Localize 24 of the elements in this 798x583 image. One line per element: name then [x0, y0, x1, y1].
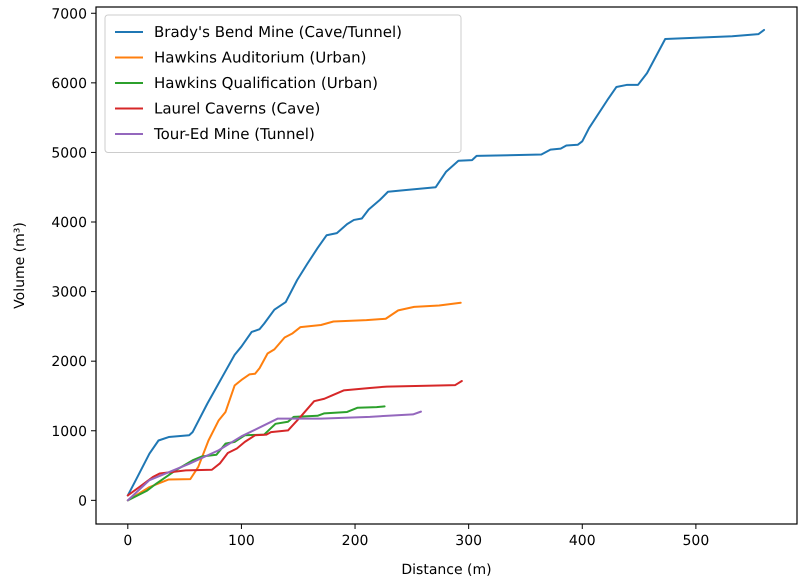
- legend-label: Hawkins Qualification (Urban): [154, 74, 378, 92]
- y-tick-label: 7000: [51, 6, 87, 22]
- line-series: [126, 410, 422, 502]
- y-tick-label: 4000: [51, 215, 87, 232]
- y-tick-label: 5000: [51, 145, 87, 162]
- y-tick-label: 3000: [51, 284, 87, 301]
- line-series: [126, 405, 386, 502]
- legend-label: Laurel Caverns (Cave): [154, 100, 320, 118]
- line-series: [126, 380, 463, 496]
- legend-label: Brady's Bend Mine (Cave/Tunnel): [154, 23, 402, 41]
- x-tick-label: 400: [568, 533, 596, 549]
- x-tick-label: 500: [682, 533, 710, 549]
- x-axis-title: Distance (m): [401, 562, 492, 578]
- x-tick-label: 200: [342, 533, 368, 549]
- x-tick-label: 0: [123, 533, 132, 549]
- x-tick-label: 100: [228, 533, 255, 549]
- legend-label: Tour-Ed Mine (Tunnel): [153, 125, 315, 143]
- y-tick-label: 1000: [51, 424, 87, 440]
- y-axis-title: Volume (m³): [12, 222, 28, 309]
- x-tick-label: 300: [455, 533, 482, 549]
- y-tick-label: 0: [78, 493, 87, 510]
- y-tick-label: 2000: [51, 354, 87, 370]
- y-tick-label: 6000: [51, 76, 87, 92]
- legend-label: Hawkins Auditorium (Urban): [154, 48, 366, 66]
